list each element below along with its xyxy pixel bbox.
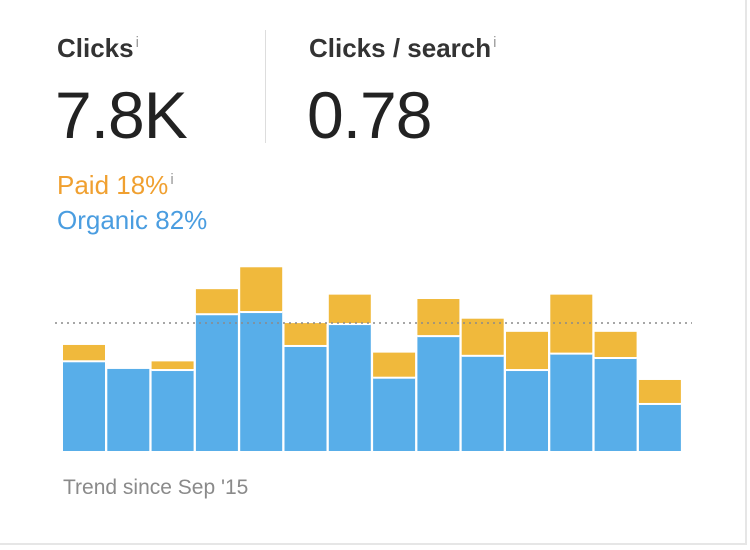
- paid-share-text: Paid 18%: [57, 170, 169, 200]
- bar-organic-11[interactable]: [506, 370, 548, 451]
- bar-paid-5[interactable]: [240, 267, 283, 312]
- bar-paid-3[interactable]: [151, 361, 194, 370]
- bar-separator-11: [506, 369, 548, 372]
- metric-divider: [265, 30, 266, 143]
- bar-organic-3[interactable]: [151, 370, 194, 451]
- organic-share: Organic 82%: [57, 205, 208, 235]
- bar-organic-6[interactable]: [284, 345, 327, 451]
- bar-separator-12: [550, 352, 593, 355]
- bar-paid-10[interactable]: [461, 318, 504, 355]
- clicks-per-search-value: 0.78: [307, 78, 432, 152]
- bar-organic-14[interactable]: [638, 403, 681, 451]
- bar-paid-1[interactable]: [63, 344, 105, 361]
- bar-organic-7[interactable]: [328, 324, 371, 451]
- bar-paid-13[interactable]: [594, 331, 637, 357]
- bar-paid-9[interactable]: [417, 299, 460, 336]
- bar-organic-13[interactable]: [594, 358, 637, 451]
- bar-paid-14[interactable]: [638, 379, 681, 403]
- bar-organic-1[interactable]: [63, 361, 105, 451]
- paid-info-icon[interactable]: i: [170, 171, 174, 189]
- bar-organic-2[interactable]: [107, 368, 150, 451]
- bar-separator-5: [240, 311, 283, 314]
- clicks-per-search-label: Clicks / search i: [309, 33, 496, 64]
- bar-separator-4: [195, 313, 238, 316]
- bar-organic-8[interactable]: [373, 377, 416, 451]
- paid-share: Paid 18% i: [57, 170, 174, 201]
- bar-separator-7: [328, 323, 371, 326]
- clicks-per-search-label-text: Clicks / search: [309, 33, 492, 63]
- bar-paid-6[interactable]: [284, 323, 327, 345]
- bar-organic-5[interactable]: [240, 312, 283, 451]
- bar-paid-11[interactable]: [506, 331, 548, 370]
- bar-separator-9: [417, 335, 460, 338]
- bar-separator-13: [594, 357, 637, 359]
- bar-organic-10[interactable]: [461, 355, 504, 451]
- bar-paid-8[interactable]: [373, 352, 416, 377]
- bar-paid-4[interactable]: [195, 289, 238, 314]
- clicks-per-search-info-icon[interactable]: i: [493, 34, 497, 52]
- bar-separator-6: [284, 344, 327, 347]
- bar-organic-12[interactable]: [550, 353, 593, 451]
- trend-caption: Trend since Sep '15: [63, 476, 249, 499]
- bar-separator-3: [151, 369, 194, 372]
- bar-separator-10: [461, 354, 504, 357]
- clicks-label: Clicks i: [57, 33, 139, 64]
- clicks-value: 7.8K: [55, 78, 188, 152]
- bar-separator-8: [373, 376, 416, 379]
- bar-organic-4[interactable]: [195, 314, 238, 451]
- trend-chart: [55, 267, 692, 451]
- bar-separator-1: [63, 360, 105, 363]
- bar-organic-9[interactable]: [417, 336, 460, 451]
- bar-separator-14: [638, 402, 681, 405]
- clicks-info-icon[interactable]: i: [135, 34, 139, 52]
- bar-paid-7[interactable]: [328, 294, 371, 324]
- clicks-label-text: Clicks: [57, 33, 134, 63]
